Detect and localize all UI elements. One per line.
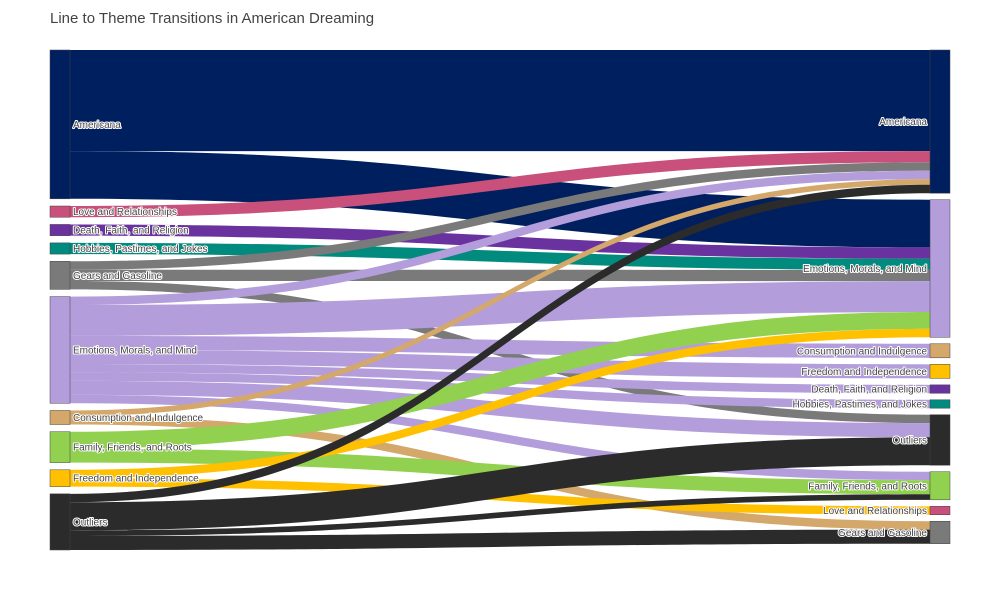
source-node-consumption-and-indulgence[interactable] <box>49 410 71 425</box>
source-node-gears-and-gasoline[interactable] <box>49 261 71 290</box>
link-emotions-morals-and-mind-to-emotions-morals-and-mind[interactable] <box>70 281 930 336</box>
link-emotions-morals-and-mind-to-americana[interactable] <box>70 170 930 306</box>
link-americana-to-americana[interactable] <box>70 50 930 152</box>
link-emotions-morals-and-mind-to-family-friends-and-roots[interactable] <box>70 394 930 481</box>
source-label-hobbies-pastimes-and-jokes: Hobbies, Pastimes, and Jokes <box>73 244 208 255</box>
target-label-emotions-morals-and-mind: Emotions, Morals, and Mind <box>803 264 927 275</box>
link-hobbies-pastimes-and-jokes-to-emotions-morals-and-mind[interactable] <box>70 242 930 270</box>
source-label-family-friends-and-roots: Family, Friends, and Roots <box>73 443 192 454</box>
target-label-gears-and-gasoline: Gears and Gasoline <box>838 528 927 539</box>
link-outliers-to-americana[interactable] <box>70 184 930 503</box>
link-love-and-relationships-to-americana[interactable] <box>70 151 930 218</box>
target-label-consumption-and-indulgence: Consumption and Indulgence <box>797 346 928 357</box>
source-node-americana[interactable] <box>49 49 71 200</box>
source-label-death-faith-and-religion: Death, Faith, and Religion <box>73 226 189 237</box>
link-family-friends-and-roots-to-emotions-morals-and-mind[interactable] <box>70 312 930 449</box>
target-node-family-friends-and-roots[interactable] <box>929 471 951 501</box>
source-node-love-and-relationships[interactable] <box>49 205 71 218</box>
target-label-family-friends-and-roots: Family, Friends, and Roots <box>808 481 927 492</box>
labels-group: Americana Love and Relationships Death, Fa… <box>72 116 928 540</box>
nodes-group <box>49 49 951 551</box>
link-emotions-morals-and-mind-to-freedom-and-independence[interactable] <box>70 349 930 379</box>
source-node-emotions-morals-and-mind[interactable] <box>49 296 71 404</box>
link-emotions-morals-and-mind-to-hobbies-pastimes-and-jokes[interactable] <box>70 372 930 409</box>
link-gears-and-gasoline-to-americana[interactable] <box>70 162 930 270</box>
source-label-americana: Americana <box>73 120 121 131</box>
target-node-hobbies-pastimes-and-jokes[interactable] <box>929 399 951 409</box>
source-node-family-friends-and-roots[interactable] <box>49 431 71 463</box>
source-label-love-and-relationships: Love and Relationships <box>73 207 177 218</box>
target-label-death-faith-and-religion: Death, Faith, and Religion <box>811 385 927 396</box>
source-label-freedom-and-independence: Freedom and Independence <box>73 474 199 485</box>
target-node-love-and-relationships[interactable] <box>929 506 951 515</box>
links-group <box>70 50 930 550</box>
source-label-outliers: Outliers <box>73 517 107 528</box>
target-node-death-faith-and-religion[interactable] <box>929 384 951 394</box>
target-node-gears-and-gasoline[interactable] <box>929 520 951 544</box>
link-outliers-to-family-friends-and-roots[interactable] <box>70 494 930 536</box>
target-node-outliers[interactable] <box>929 414 951 466</box>
target-label-hobbies-pastimes-and-jokes: Hobbies, Pastimes, and Jokes <box>792 399 927 410</box>
target-label-freedom-and-independence: Freedom and Independence <box>801 367 927 378</box>
target-node-americana[interactable] <box>929 49 951 194</box>
source-node-outliers[interactable] <box>49 493 71 551</box>
target-node-freedom-and-independence[interactable] <box>929 364 951 379</box>
source-label-gears-and-gasoline: Gears and Gasoline <box>73 271 162 282</box>
link-freedom-and-independence-to-emotions-morals-and-mind[interactable] <box>70 328 930 479</box>
source-label-emotions-morals-and-mind: Emotions, Morals, and Mind <box>73 345 197 356</box>
link-outliers-to-gears-and-gasoline[interactable] <box>70 529 930 550</box>
source-node-hobbies-pastimes-and-jokes[interactable] <box>49 242 71 255</box>
target-node-consumption-and-indulgence[interactable] <box>929 343 951 359</box>
link-emotions-morals-and-mind-to-outliers[interactable] <box>70 380 930 438</box>
target-label-americana: Americana <box>879 117 927 128</box>
link-gears-and-gasoline-to-emotions-morals-and-mind[interactable] <box>70 269 930 282</box>
chart-title: Line to Theme Transitions in American Dr… <box>50 10 375 27</box>
source-node-freedom-and-independence[interactable] <box>49 469 71 487</box>
target-label-love-and-relationships: Love and Relationships <box>823 506 927 517</box>
target-label-outliers: Outliers <box>893 435 927 446</box>
target-node-emotions-morals-and-mind[interactable] <box>929 199 951 338</box>
link-consumption-and-indulgence-to-americana[interactable] <box>70 179 930 417</box>
source-label-consumption-and-indulgence: Consumption and Indulgence <box>73 413 204 424</box>
link-outliers-to-outliers[interactable] <box>70 437 930 531</box>
source-node-death-faith-and-religion[interactable] <box>49 224 71 236</box>
